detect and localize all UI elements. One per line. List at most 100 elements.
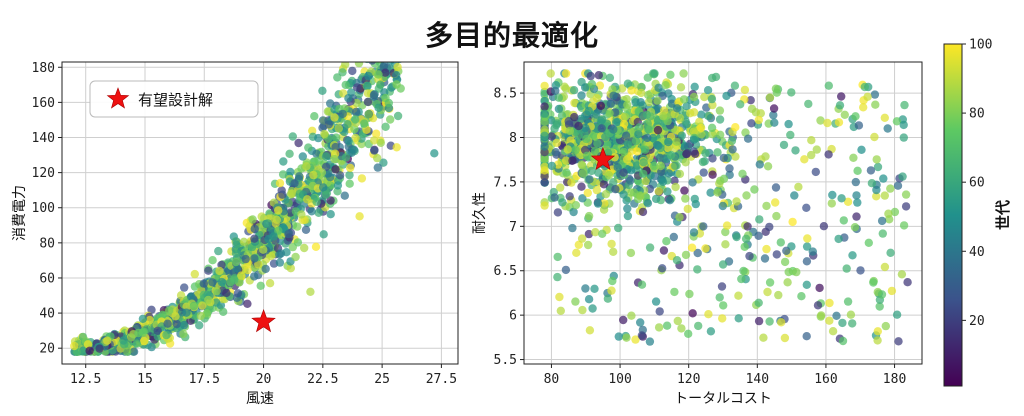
scatter-point <box>591 228 600 237</box>
scatter-point <box>307 207 316 216</box>
scatter-point <box>843 297 853 306</box>
scatter-point <box>378 9 386 17</box>
scatter-point <box>335 171 345 180</box>
colorbar-tick-label: 80 <box>969 107 985 122</box>
scatter-point <box>859 103 868 112</box>
scatter-point <box>239 237 249 246</box>
legend-box <box>89 80 259 118</box>
scatter-point <box>551 148 560 157</box>
scatter-point <box>95 344 104 353</box>
scatter-point <box>396 51 404 59</box>
scatter-point <box>623 211 633 221</box>
scatter-point <box>708 170 717 179</box>
scatter-point <box>763 162 773 171</box>
y-tick-label: 100 <box>32 201 55 216</box>
scatter-panel-0: 12.5 15 17.5 20 22.5 25 27.5 20 40 60 80 100 120 140 1… <box>12 1 459 407</box>
x-tick-label: 180 <box>883 372 906 387</box>
scatter-point <box>878 229 887 238</box>
scatter-point <box>103 336 112 345</box>
scatter-point <box>706 327 716 336</box>
scatter-point <box>769 110 778 120</box>
scatter-point <box>665 196 675 205</box>
scatter-point <box>274 206 283 215</box>
scatter-point <box>651 194 661 204</box>
scatter-point <box>686 109 695 118</box>
scatter-point <box>894 337 903 346</box>
scatter-point <box>779 140 789 150</box>
scatter-point <box>379 1 387 9</box>
scatter-point <box>661 81 670 90</box>
scatter-point <box>650 161 659 171</box>
scatter-point <box>237 271 246 280</box>
scatter-point <box>681 158 690 167</box>
scatter-point <box>379 41 387 49</box>
scatter-point <box>703 86 713 95</box>
scatter-point <box>540 166 549 175</box>
scatter-point <box>189 301 198 311</box>
scatter-point <box>656 161 665 171</box>
scatter-panel-1: 80 100 120 140 160 180 5.5 6 6.5 7 7.5 8 8.5 トータルコスト 耐… <box>472 61 923 407</box>
scatter-point <box>302 162 311 171</box>
scatter-point <box>879 174 888 183</box>
scatter-point <box>684 142 693 151</box>
scatter-point <box>584 229 594 239</box>
scatter-point <box>654 83 663 93</box>
scatter-point <box>848 319 857 328</box>
scatter-point <box>828 327 838 336</box>
y-tick-label: 40 <box>39 307 55 322</box>
scatter-point <box>645 243 655 252</box>
scatter-point <box>718 314 727 323</box>
y-axis-label: 消費電力 <box>12 185 28 241</box>
scatter-point <box>703 111 713 121</box>
scatter-point <box>287 189 296 198</box>
scatter-point <box>586 71 595 81</box>
scatter-point <box>755 215 764 224</box>
scatter-point <box>683 204 692 214</box>
scatter-point <box>623 100 632 110</box>
scatter-point <box>675 213 684 222</box>
scatter-point <box>839 216 848 225</box>
legend-star-icon <box>106 87 130 109</box>
scatter-point <box>265 279 275 288</box>
scatter-point <box>208 256 217 265</box>
scatter-point <box>608 276 617 286</box>
scatter-point <box>266 251 276 261</box>
scatter-point <box>552 138 561 148</box>
scatter-point <box>797 292 806 301</box>
x-axis-label: 風速 <box>246 391 274 407</box>
scatter-point <box>360 119 369 128</box>
scatter-point <box>387 46 395 54</box>
scatter-point <box>199 279 208 288</box>
scatter-point <box>583 240 593 250</box>
x-tick-label: 12.5 <box>70 372 101 387</box>
scatter-point <box>376 5 384 13</box>
scatter-point <box>546 69 555 78</box>
scatter-point <box>857 145 866 154</box>
scatter-point <box>386 62 395 65</box>
scatter-point <box>593 199 603 208</box>
scatter-point <box>172 319 181 329</box>
scatter-point <box>646 112 655 121</box>
scatter-point <box>694 321 703 331</box>
scatter-point <box>363 97 373 107</box>
scatter-point <box>338 68 347 77</box>
scatter-point <box>897 270 907 279</box>
legend-label: 有望設計解 <box>138 91 213 109</box>
scatter-point <box>742 191 751 200</box>
scatter-point <box>351 133 360 143</box>
scatter-point <box>719 153 728 163</box>
scatter-point <box>373 12 381 20</box>
scatter-point <box>599 180 609 189</box>
scatter-point <box>903 278 912 287</box>
scatter-point <box>685 289 694 299</box>
scatter-point <box>637 82 646 92</box>
scatter-point <box>880 191 889 200</box>
scatter-point <box>834 118 844 127</box>
scatter-point <box>734 314 743 323</box>
y-tick-label: 20 <box>39 342 55 357</box>
scatter-point <box>276 249 286 258</box>
scatter-point <box>581 123 590 133</box>
scatter-point <box>739 266 748 276</box>
scatter-point <box>393 62 402 72</box>
scatter-point <box>815 283 824 293</box>
